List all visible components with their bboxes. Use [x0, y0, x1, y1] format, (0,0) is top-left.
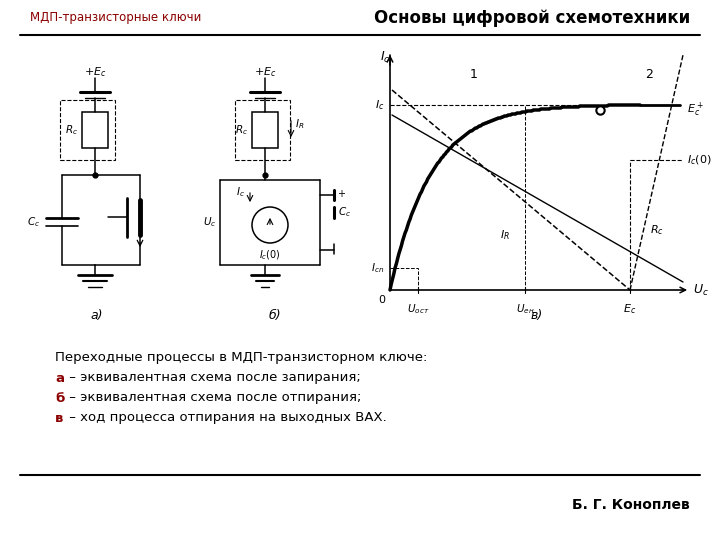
Text: $R_c$: $R_c$ [650, 223, 664, 237]
Text: $U_{ост}$: $U_{ост}$ [407, 302, 429, 316]
Text: – эквивалентная схема после запирания;: – эквивалентная схема после запирания; [65, 372, 361, 384]
Text: 2: 2 [645, 69, 653, 82]
Text: $U_c$: $U_c$ [693, 282, 708, 298]
Text: +: + [337, 189, 345, 199]
Text: $E_c$: $E_c$ [624, 302, 636, 316]
Text: $U_c$: $U_c$ [202, 215, 216, 229]
Text: $I_{cn}$: $I_{cn}$ [371, 261, 384, 275]
Text: $I_R$: $I_R$ [295, 117, 305, 131]
Text: Основы цифровой схемотехники: Основы цифровой схемотехники [374, 9, 690, 27]
Text: в): в) [531, 308, 543, 321]
Text: 0: 0 [379, 295, 385, 305]
Text: 1: 1 [470, 69, 478, 82]
Text: $I_c$: $I_c$ [374, 98, 384, 112]
Text: а): а) [91, 308, 103, 321]
Text: МДП-транзисторные ключи: МДП-транзисторные ключи [30, 11, 202, 24]
Text: $I_c(0)$: $I_c(0)$ [687, 153, 711, 167]
Text: $R_c$: $R_c$ [65, 123, 78, 137]
Text: б): б) [269, 308, 282, 321]
Text: $I_c(0)$: $I_c(0)$ [259, 248, 281, 261]
FancyBboxPatch shape [82, 112, 108, 148]
Text: Б. Г. Коноплев: Б. Г. Коноплев [572, 498, 690, 512]
Text: – ход процесса отпирания на выходных ВАХ.: – ход процесса отпирания на выходных ВАХ… [65, 411, 387, 424]
Text: $C_c$: $C_c$ [27, 215, 40, 229]
Text: $+E_c$: $+E_c$ [253, 65, 276, 79]
Text: Переходные процессы в МДП-транзисторном ключе:: Переходные процессы в МДП-транзисторном … [55, 352, 428, 365]
Text: – эквивалентная схема после отпирания;: – эквивалентная схема после отпирания; [65, 392, 361, 404]
Text: $I_c$: $I_c$ [380, 50, 390, 65]
Text: $C_c$: $C_c$ [338, 205, 351, 219]
Text: $+E_c$: $+E_c$ [84, 65, 107, 79]
Text: а: а [55, 372, 64, 384]
Text: б: б [55, 392, 64, 404]
Text: $E_c^+$: $E_c^+$ [687, 101, 704, 119]
Text: $R_c$: $R_c$ [235, 123, 248, 137]
Text: $I_R$: $I_R$ [500, 228, 510, 242]
FancyBboxPatch shape [252, 112, 278, 148]
Text: в: в [55, 411, 63, 424]
Text: $I_c$: $I_c$ [236, 185, 245, 199]
Text: $U_{ен}$: $U_{ен}$ [516, 302, 534, 316]
